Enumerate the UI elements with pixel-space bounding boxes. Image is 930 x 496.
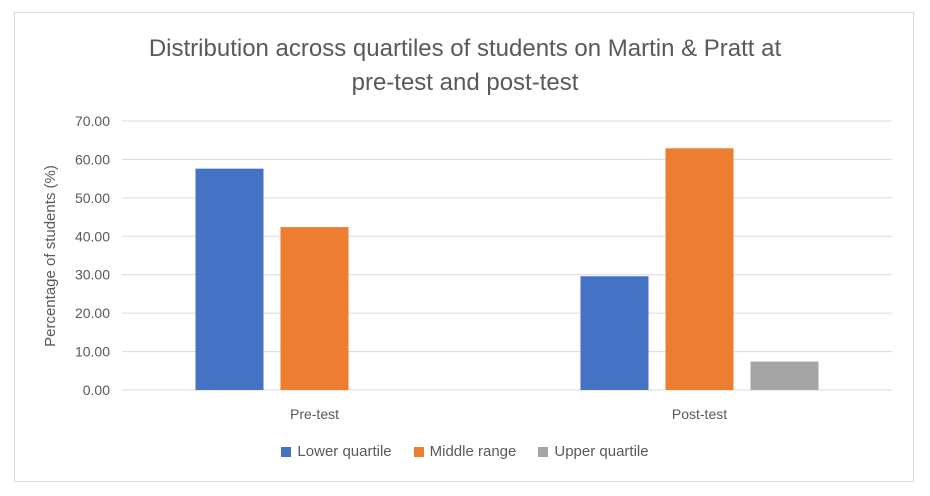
legend-label: Upper quartile [554, 443, 649, 460]
y-tick-label: 20.00 [75, 305, 110, 321]
chart-title: Distribution across quartiles of student… [50, 32, 880, 100]
legend-swatch [538, 446, 549, 457]
bar [750, 361, 819, 390]
bar [280, 227, 349, 390]
legend-item: Upper quartile [538, 443, 649, 460]
legend-item: Lower quartile [281, 443, 392, 460]
bar [580, 276, 649, 390]
x-tick-label: Pre-test [290, 406, 339, 422]
legend-label: Lower quartile [297, 443, 392, 460]
legend: Lower quartile Middle range Upper quartile [0, 443, 930, 460]
legend-label: Middle range [429, 443, 517, 460]
y-tick-label: 60.00 [75, 151, 110, 167]
y-tick-label: 70.00 [75, 113, 110, 129]
y-tick-label: 0.00 [83, 382, 110, 398]
y-axis-label: Percentage of students (%) [42, 165, 59, 347]
chart-title-line-1: Distribution across quartiles of student… [148, 35, 782, 62]
legend-swatch [413, 446, 424, 457]
y-tick-label: 10.00 [75, 344, 110, 360]
y-tick-label: 50.00 [75, 190, 110, 206]
chart-frame [14, 12, 914, 482]
x-tick-label: Post-test [672, 406, 727, 422]
bar [195, 168, 264, 390]
legend-swatch [281, 446, 292, 457]
legend-item: Middle range [413, 443, 517, 460]
bar [665, 148, 734, 390]
y-tick-label: 40.00 [75, 228, 110, 244]
chart-title-line-2: pre-test and post-test [351, 69, 579, 96]
y-axis-ticks: 0.00 10.00 20.00 30.00 40.00 50.00 60.00 70.00 [75, 113, 110, 398]
y-tick-label: 30.00 [75, 267, 110, 283]
x-axis-ticks: Pre-test Post-test [290, 406, 727, 422]
bars [195, 148, 819, 390]
